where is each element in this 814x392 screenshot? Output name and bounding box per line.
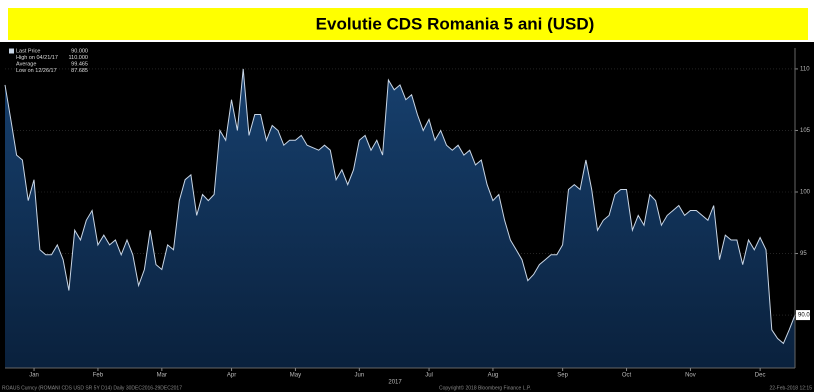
title-bar [8,8,808,40]
x-tick-label: Jan [29,373,39,379]
x-tick-label: May [290,373,301,379]
y-tick-label: 100 [800,190,811,196]
x-tick-label: Sep [557,373,568,379]
footer-text: Copyright© 2018 Bloomberg Finance L.P. [439,384,531,391]
legend-value: 90.000 [71,48,88,54]
plot: 9095100105110JanFebMarAprMayJunJulAugSep… [2,48,812,391]
x-tick-label: Nov [685,373,696,379]
legend-label: Low on 12/26/17 [16,68,57,74]
x-tick-label: Dec [755,373,766,379]
x-tick-label: Apr [227,373,236,379]
legend-value: 99.465 [71,61,88,67]
x-tick-label: Jun [354,373,364,379]
x-tick-label: Jul [425,373,433,379]
chart-title: Evolutie CDS Romania 5 ani (USD) [316,14,595,33]
last-price-tag-box [796,310,810,321]
x-tick-label: Aug [488,373,499,379]
x-tick-label: Feb [93,373,104,379]
area-fill [5,68,795,369]
legend-swatch [9,48,14,54]
x-tick-label: Mar [157,373,167,379]
y-tick-label: 110 [800,67,810,73]
legend-label: Average [16,61,36,67]
y-tick-label: 105 [800,128,811,134]
last-price-tag: 90.0 [798,313,810,319]
y-tick-label: 95 [800,251,807,257]
footer-text: 22-Feb-2018 12:15 [769,385,812,391]
legend-value: 87.685 [71,68,88,74]
area-line [4,68,796,345]
legend-label: High on 04/21/17 [16,55,58,61]
legend-value: 110.000 [69,55,88,61]
legend-label: Last Price [16,48,40,54]
footer-text: ROAUS Curncy (ROMANI CDS USD SR 5Y D14) … [2,385,182,391]
x-tick-label: Oct [622,373,632,379]
x-year-label: 2017 [388,380,402,386]
